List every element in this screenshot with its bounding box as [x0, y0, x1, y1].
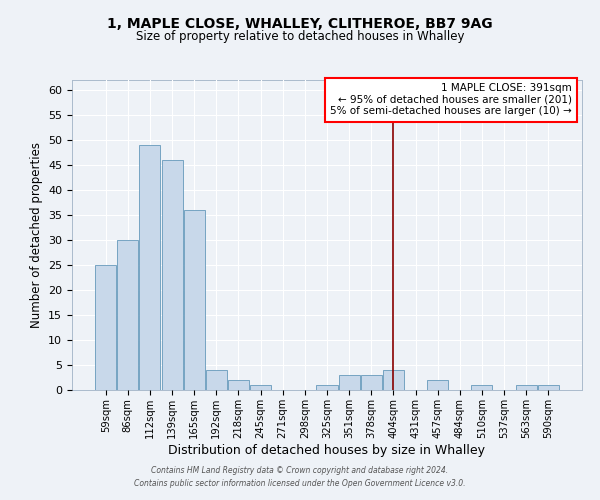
Bar [95, 265, 116, 390]
Bar [118, 240, 139, 390]
Bar [338, 375, 359, 390]
Bar [184, 210, 205, 390]
Text: 1, MAPLE CLOSE, WHALLEY, CLITHEROE, BB7 9AG: 1, MAPLE CLOSE, WHALLEY, CLITHEROE, BB7 … [107, 18, 493, 32]
Text: 1 MAPLE CLOSE: 391sqm
← 95% of detached houses are smaller (201)
5% of semi-deta: 1 MAPLE CLOSE: 391sqm ← 95% of detached … [330, 83, 572, 116]
Text: Contains HM Land Registry data © Crown copyright and database right 2024.
Contai: Contains HM Land Registry data © Crown c… [134, 466, 466, 487]
Bar [361, 375, 382, 390]
Bar [250, 385, 271, 390]
Bar [228, 380, 249, 390]
Bar [206, 370, 227, 390]
Bar [427, 380, 448, 390]
Bar [538, 385, 559, 390]
X-axis label: Distribution of detached houses by size in Whalley: Distribution of detached houses by size … [169, 444, 485, 456]
Y-axis label: Number of detached properties: Number of detached properties [29, 142, 43, 328]
Bar [139, 145, 160, 390]
Bar [316, 385, 338, 390]
Text: Size of property relative to detached houses in Whalley: Size of property relative to detached ho… [136, 30, 464, 43]
Bar [515, 385, 536, 390]
Bar [161, 160, 182, 390]
Bar [383, 370, 404, 390]
Bar [472, 385, 493, 390]
